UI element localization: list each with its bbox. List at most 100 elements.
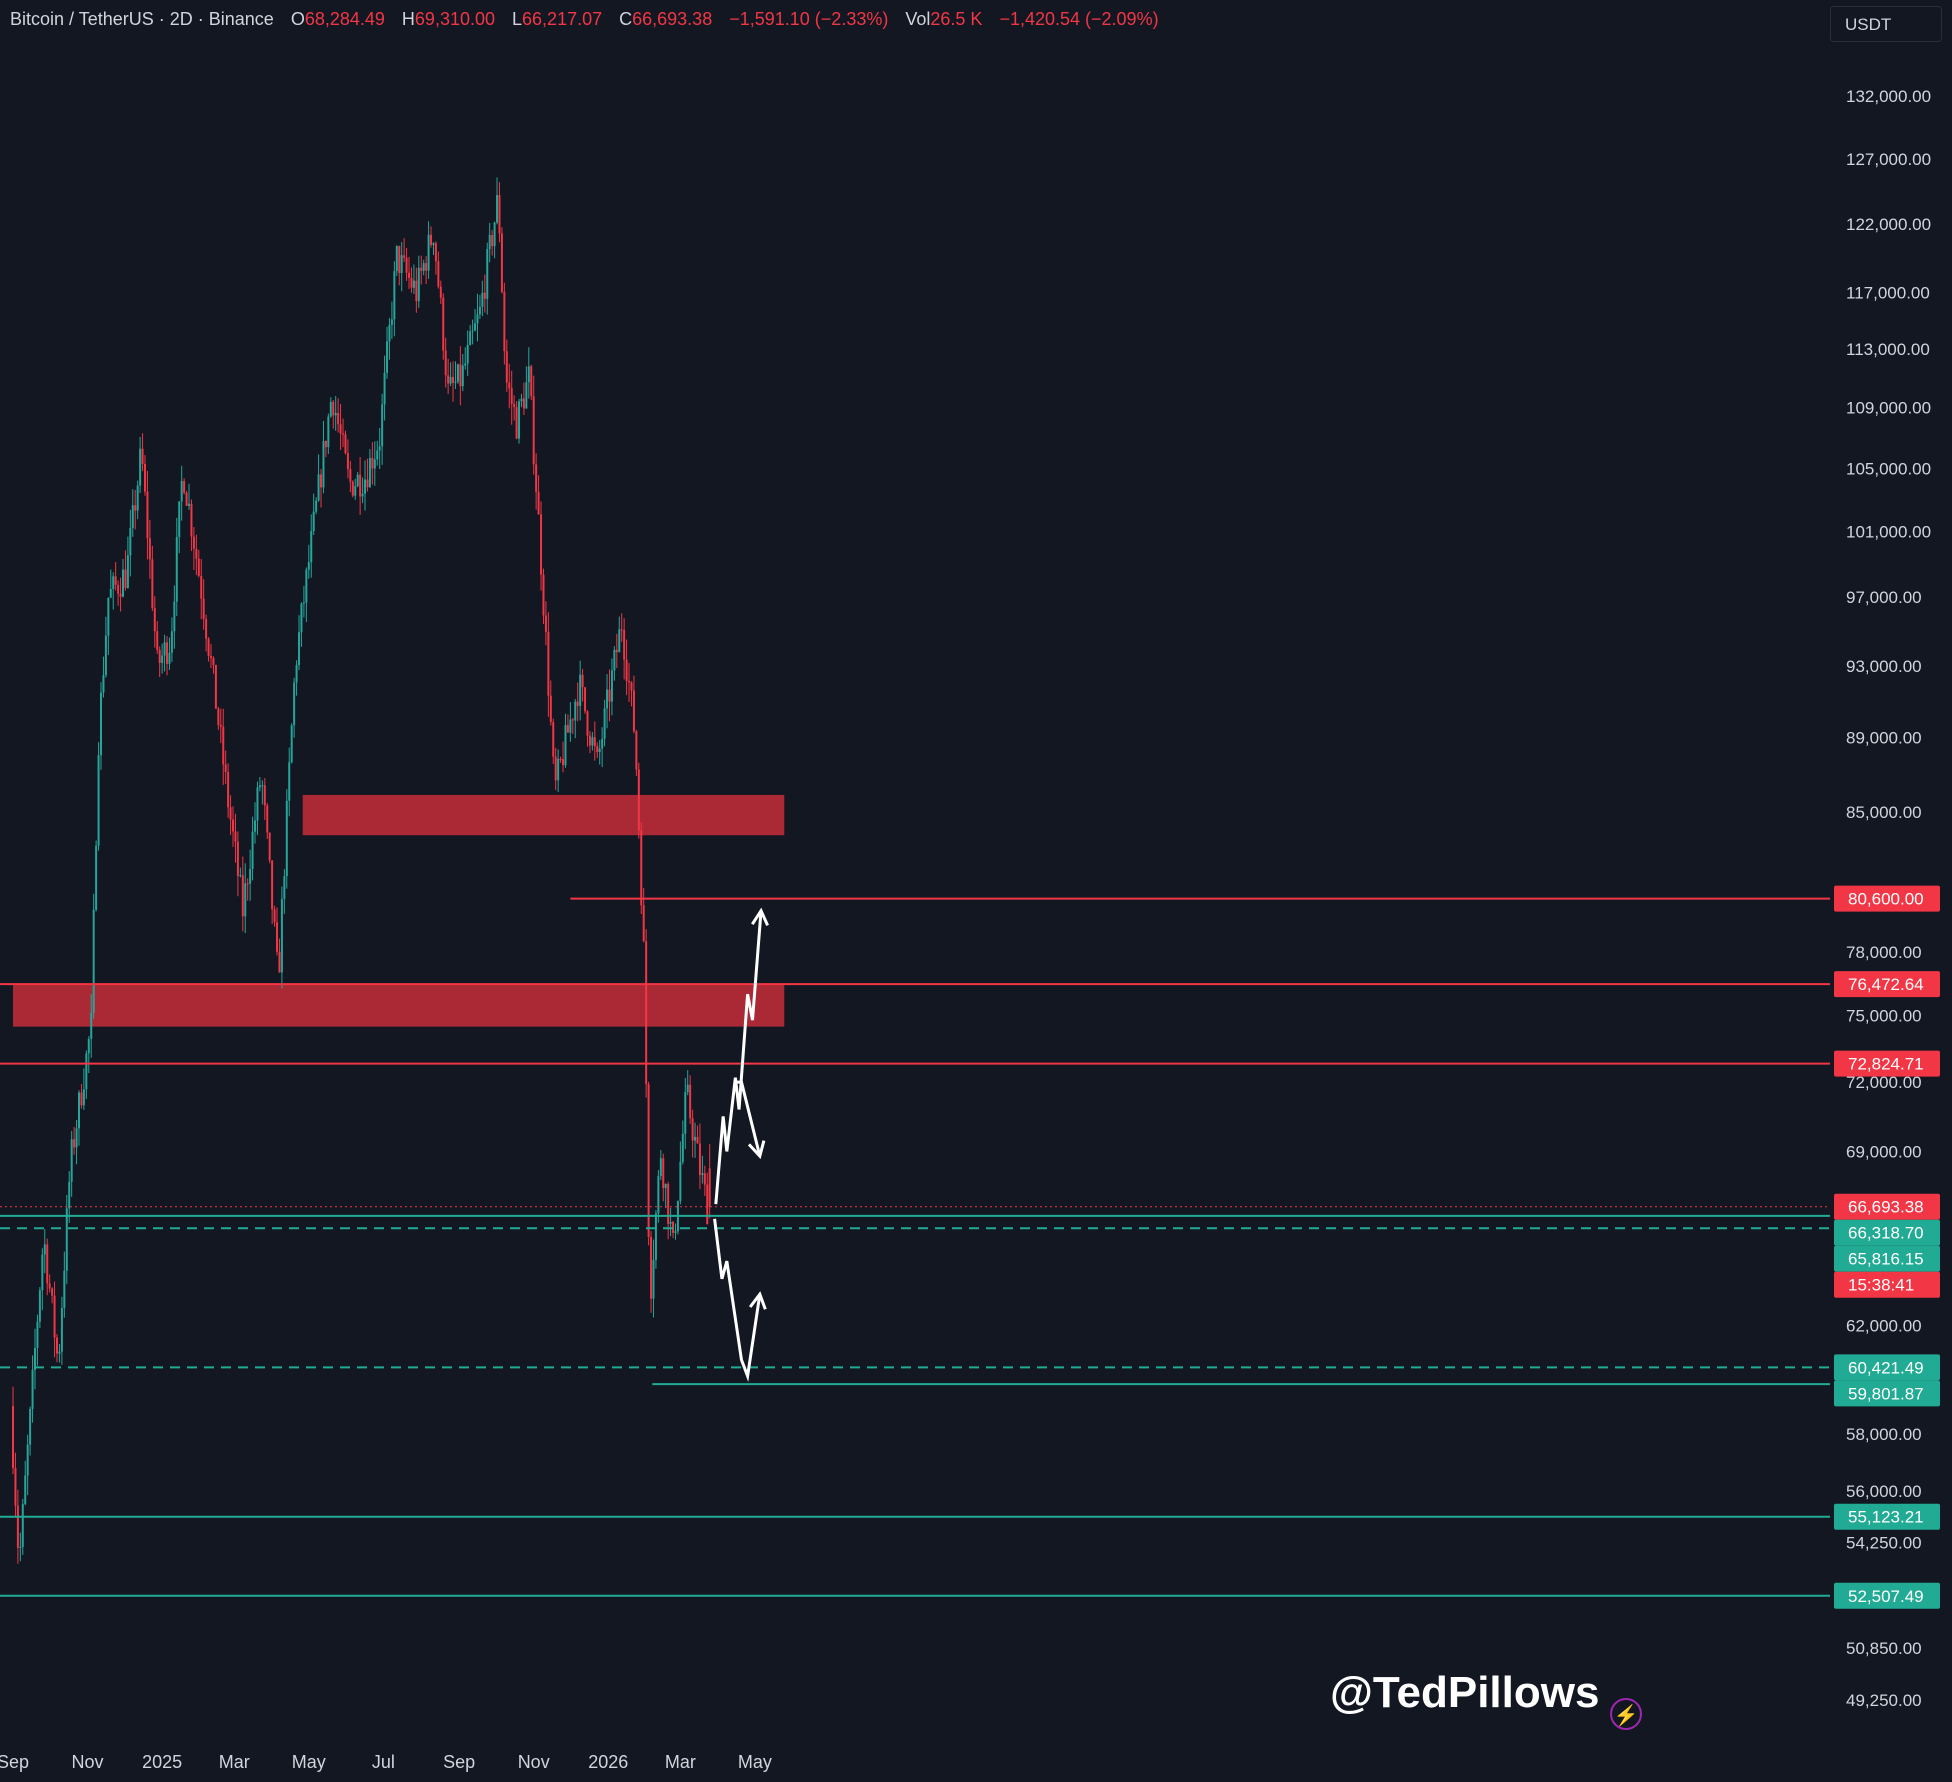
candle-body (535, 464, 538, 492)
candle (696, 1125, 699, 1144)
candle (444, 337, 447, 388)
candle (21, 1499, 24, 1555)
candle (276, 907, 279, 956)
candle-body (63, 1270, 66, 1308)
candle-body (574, 701, 577, 721)
candle (36, 1314, 39, 1366)
candle (581, 668, 584, 702)
candle (112, 572, 115, 610)
candle-body (403, 255, 406, 258)
candle-body (185, 492, 188, 506)
candle (686, 1070, 689, 1096)
candle-body (136, 485, 139, 511)
currency-selector[interactable]: USDT (1830, 6, 1942, 42)
candle (359, 457, 362, 515)
candle-body (569, 719, 572, 733)
candle-body (317, 474, 320, 501)
candle-body (31, 1369, 34, 1410)
candle-body (650, 1236, 653, 1299)
price-badge: 59,801.87 (1834, 1380, 1940, 1407)
candle-body (381, 404, 384, 447)
candle (464, 347, 467, 370)
candle-body (667, 1184, 670, 1224)
candle (657, 1169, 660, 1223)
candle-body (698, 1143, 701, 1175)
candle-body (214, 664, 217, 709)
price-badge: 65,816.15 (1834, 1245, 1940, 1272)
candle-body (232, 819, 235, 832)
candle-body (298, 632, 301, 666)
symbol-header: Bitcoin / TetherUS · 2D · Binance O68,28… (10, 9, 1171, 30)
candle (210, 644, 213, 669)
candle-body (112, 576, 115, 590)
candle-body (708, 1168, 711, 1207)
candle-body (586, 711, 589, 736)
candle-body (647, 1084, 650, 1237)
price-badge: 66,318.70 (1834, 1219, 1940, 1246)
candle (170, 617, 173, 662)
candle-body (520, 398, 523, 402)
candle (449, 362, 452, 387)
candle-body (405, 257, 408, 273)
x-tick-label: May (738, 1752, 772, 1772)
candle-body (447, 375, 450, 384)
candle (383, 355, 386, 421)
candle-body (195, 548, 198, 559)
candle (68, 1171, 71, 1223)
candle (46, 1238, 49, 1296)
candle-body (615, 649, 618, 653)
candle-body (156, 631, 159, 650)
candle-body (60, 1307, 63, 1352)
candle (175, 517, 178, 617)
candle (364, 460, 367, 511)
candle-body (310, 531, 313, 563)
price-badge-bg (1834, 1245, 1940, 1272)
candle-body (46, 1244, 49, 1284)
candle-body (390, 319, 393, 325)
candle-body (427, 234, 430, 271)
candle (422, 259, 425, 276)
price-badge-label: 15:38:41 (1848, 1276, 1914, 1295)
candle-body (596, 746, 599, 753)
candle-body (500, 233, 503, 292)
candle (613, 646, 616, 681)
candle (26, 1434, 29, 1496)
candle-body (315, 500, 318, 512)
candle-body (637, 769, 640, 831)
candle-body (537, 491, 540, 515)
candle (410, 267, 413, 293)
candle-body (227, 771, 230, 808)
candle (640, 822, 643, 915)
candle (442, 293, 445, 360)
candle-body (85, 1053, 88, 1090)
candle-body (202, 598, 205, 619)
candle (124, 550, 127, 591)
candle (180, 465, 183, 521)
candle (698, 1123, 701, 1190)
candle (168, 637, 171, 671)
lightning-icon[interactable]: ⚡ (1610, 1698, 1642, 1730)
x-tick-label: Nov (518, 1752, 550, 1772)
candle-body (532, 396, 535, 465)
symbol-title[interactable]: Bitcoin / TetherUS · 2D · Binance (10, 9, 274, 29)
candle (540, 501, 543, 591)
candle (371, 442, 374, 485)
candle (185, 490, 188, 507)
candle-body (598, 748, 601, 753)
candle-body (351, 481, 354, 496)
candle (244, 863, 247, 934)
y-tick-label: 109,000.00 (1846, 398, 1931, 417)
candle-body (432, 243, 435, 245)
candle-body (70, 1139, 73, 1182)
candle (298, 615, 301, 671)
candle (537, 475, 540, 515)
candle (584, 687, 587, 714)
candle (122, 559, 125, 598)
candle-body (332, 401, 335, 416)
candle-body (224, 764, 227, 772)
candle-body (124, 569, 127, 588)
candle-body (703, 1173, 706, 1185)
candle-body (173, 601, 176, 632)
candle (197, 549, 200, 578)
